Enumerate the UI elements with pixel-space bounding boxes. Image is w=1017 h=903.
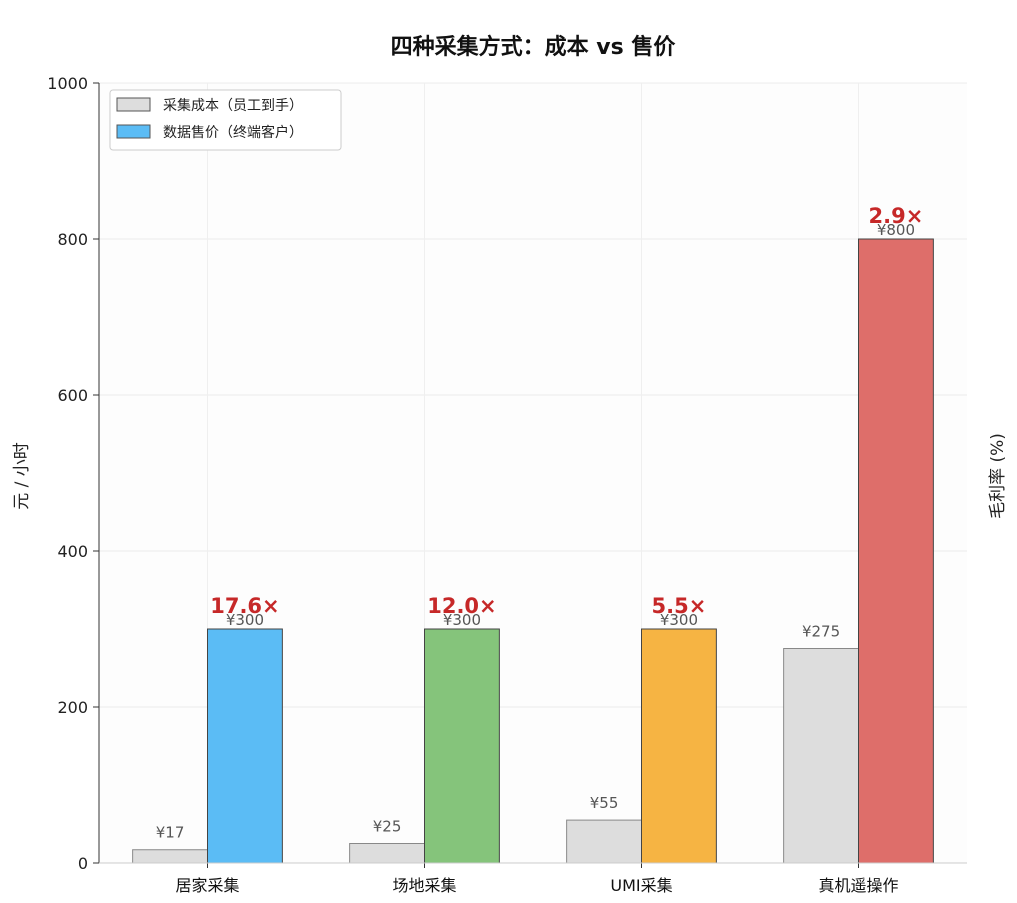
y-tick-label: 800 <box>57 230 88 249</box>
legend: 采集成本（员工到手） 数据售价（终端客户） <box>109 89 342 151</box>
data-label-price: ¥800 <box>877 221 915 239</box>
data-label-price: ¥300 <box>660 611 698 629</box>
y-tick-label: 400 <box>57 542 88 561</box>
bar-price <box>424 628 500 864</box>
secondary-y-axis-label: 毛利率 (%) <box>988 433 1008 519</box>
y-tick-label: 600 <box>57 386 88 405</box>
data-label-cost: ¥17 <box>156 824 185 842</box>
legend-label-price: 数据售价（终端客户） <box>163 124 303 141</box>
multiplier-annotation: 12.0× <box>427 594 496 618</box>
x-tick-label: 场地采集 <box>392 876 456 895</box>
data-label-price: ¥300 <box>443 611 481 629</box>
legend-swatch-price <box>116 124 151 139</box>
y-axis-ticks: 0 200 400 600 800 1000 <box>47 74 99 873</box>
bars <box>132 238 934 864</box>
legend-swatch-cost <box>116 97 151 112</box>
x-tick-label: 居家采集 <box>175 876 239 895</box>
data-label-cost: ¥55 <box>590 794 619 812</box>
chart-title: 四种采集方式：成本 vs 售价 <box>391 34 677 60</box>
legend-label-cost: 采集成本（员工到手） <box>163 97 303 114</box>
legend-box <box>109 89 342 151</box>
bar-price <box>858 238 934 864</box>
multiplier-annotation: 5.5× <box>652 594 707 618</box>
multiplier-annotation: 17.6× <box>210 594 279 618</box>
data-label-cost: ¥25 <box>373 818 402 836</box>
y-tick-label: 200 <box>57 698 88 717</box>
x-axis-ticks: 居家采集 场地采集 UMI采集 真机遥操作 <box>175 863 899 895</box>
bar-price <box>207 628 283 864</box>
y-tick-label: 1000 <box>47 74 88 93</box>
multiplier-annotation: 2.9× <box>869 204 924 228</box>
data-label-price: ¥300 <box>226 611 264 629</box>
bar-cost <box>566 819 643 864</box>
data-label-cost: ¥275 <box>802 623 840 641</box>
bar-cost <box>132 849 208 864</box>
x-tick-label: UMI采集 <box>610 876 672 895</box>
bar-cost <box>349 843 426 864</box>
bar-cost <box>783 648 860 864</box>
x-tick-label: 真机遥操作 <box>818 876 898 895</box>
data-labels: ¥17¥30017.6×¥25¥30012.0×¥55¥3005.5×¥275¥… <box>156 204 924 842</box>
y-axis-label: 元 / 小时 <box>12 442 32 510</box>
y-tick-label: 0 <box>78 854 88 873</box>
bar-price <box>641 628 717 864</box>
